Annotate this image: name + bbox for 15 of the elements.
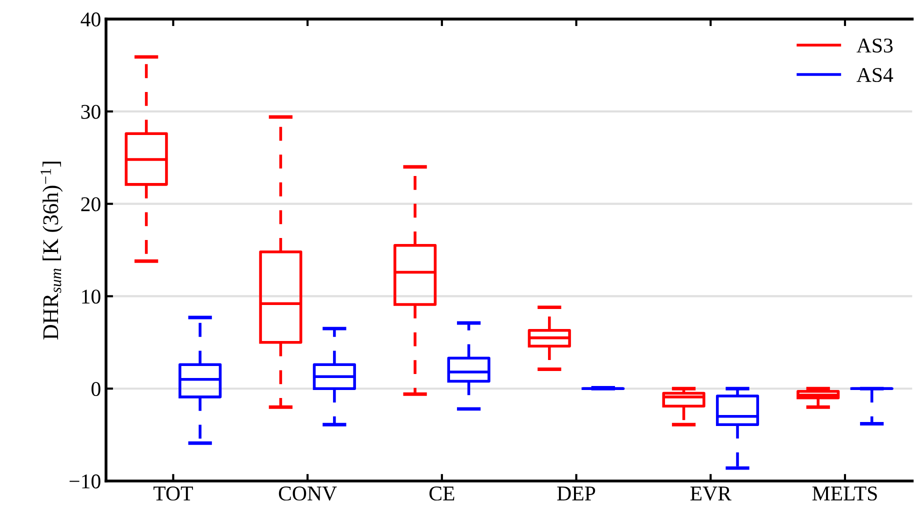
y-tick-label: 10 <box>82 290 100 304</box>
x-tick-label: CONV <box>278 486 337 501</box>
legend-label: AS3 <box>856 38 893 53</box>
y-tick-label: 30 <box>81 104 100 119</box>
legend-label: AS4 <box>856 68 894 82</box>
y-tick-label: 0 <box>92 382 100 396</box>
y-tick-label: −10 <box>70 474 100 488</box>
x-tick-label: MELTS <box>812 486 877 501</box>
x-tick-label: CE <box>429 486 454 501</box>
y-tick-label: 20 <box>81 197 100 212</box>
y-tick-label: 40 <box>80 12 100 26</box>
x-tick-label: EVR <box>690 486 732 501</box>
x-tick-label: TOT <box>154 486 193 501</box>
y-axis-title: DHR$_{sum}$ [K (36h)$^{−1}$] <box>40 162 63 340</box>
x-tick-label: DEP <box>557 486 596 500</box>
